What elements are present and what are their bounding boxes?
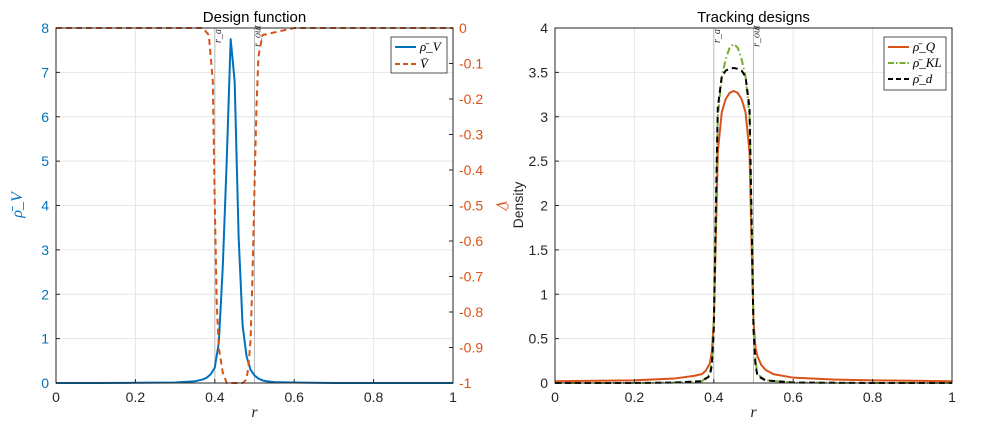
legend-box-left <box>390 36 448 74</box>
series-line-0 <box>554 90 953 383</box>
legend-label-rho-v: ρ̄_V <box>419 39 443 54</box>
x-tick-label: 0 <box>551 389 559 405</box>
x-ticks-right: 0 0.2 0.4 0.6 0.8 1 <box>551 379 956 405</box>
y-tick-label: 4 <box>41 198 49 214</box>
legend-left: ρ̄_V V̄ <box>390 36 448 74</box>
y-tick-label: 4 <box>540 20 548 36</box>
y-axis-label-left: ρ̄_V <box>9 190 26 219</box>
x-tick-label: 0.6 <box>783 389 803 405</box>
y-tick-label: 3.5 <box>529 64 549 80</box>
chart-title-left: Design function <box>203 9 306 26</box>
legend-label-rho-q: ρ̄_Q <box>912 39 936 54</box>
x-tick-label: 0.6 <box>284 389 304 405</box>
y-tick-label: 2 <box>41 286 49 302</box>
y-tick-label: 1 <box>41 331 49 347</box>
reference-line-label: r_out <box>253 25 264 47</box>
x-ticks-left: 0 0.2 0.4 0.6 0.8 1 <box>52 379 457 405</box>
y-right-tick-label: -1 <box>459 375 472 391</box>
y-right-tick-label: -0.1 <box>459 56 483 72</box>
y-right-tick-label: -0.6 <box>459 233 483 249</box>
y-tick-label: 2 <box>540 198 548 214</box>
reference-line-label: r_a <box>213 29 224 43</box>
x-tick-label: 1 <box>948 389 956 405</box>
y-tick-label: 2.5 <box>529 153 549 169</box>
y-tick-label: 1 <box>540 286 548 302</box>
chart-tracking-designs: r_a r_out 0 0.2 0.4 0.6 0.8 1 0 0.5 1 1.5 2 2.5 3 3.5… <box>510 9 956 421</box>
legend-box-right <box>883 36 947 91</box>
y-tick-label: 7 <box>41 64 49 80</box>
x-tick-label: 0.2 <box>126 389 146 405</box>
y-tick-label: 3 <box>41 242 49 258</box>
y-ticks-right: 0 0.5 1 1.5 2 2.5 3 3.5 4 <box>529 20 559 391</box>
chart-design-function: r_a r_out 0 0.2 0.4 0.6 0.8 1 0 1 2 3 4 5 6 7 8 0 -0.1 -… <box>9 9 509 421</box>
chart-title-right: Tracking designs <box>697 9 810 26</box>
legend-label-v: V̄ <box>420 56 430 71</box>
y-tick-label: 0 <box>540 375 548 391</box>
series-group-right <box>554 42 953 384</box>
y-tick-label: 0 <box>41 375 49 391</box>
x-tick-label: 1 <box>449 389 457 405</box>
y-right-tick-label: -0.7 <box>459 269 483 285</box>
y-right-tick-label: -0.9 <box>459 340 483 356</box>
y-right-tick-label: -0.4 <box>459 162 483 178</box>
y-ticks-right-axis: 0 -0.1 -0.2 -0.3 -0.4 -0.5 -0.6 -0.7 -0.8 -0.9 -1 <box>449 20 483 391</box>
y-right-tick-label: -0.5 <box>459 198 483 214</box>
x-axis-label-right: r <box>750 404 757 421</box>
x-tick-label: 0.2 <box>625 389 645 405</box>
y-axis-label-density: Density <box>510 182 526 229</box>
y-right-tick-label: -0.2 <box>459 91 483 107</box>
y-tick-label: 8 <box>41 20 49 36</box>
x-tick-label: 0.4 <box>205 389 225 405</box>
y-right-tick-label: -0.3 <box>459 127 483 143</box>
y-right-tick-label: -0.8 <box>459 304 483 320</box>
x-tick-label: 0.4 <box>704 389 724 405</box>
y-tick-label: 0.5 <box>529 331 549 347</box>
legend-right: ρ̄_Q ρ̄_KL ρ̄_d <box>883 36 947 91</box>
y-tick-label: 5 <box>41 153 49 169</box>
legend-label-rho-kl: ρ̄_KL <box>912 55 942 70</box>
x-tick-label: 0.8 <box>863 389 883 405</box>
y-tick-label: 3 <box>540 109 548 125</box>
y-tick-label: 6 <box>41 109 49 125</box>
series-line-0 <box>56 38 453 384</box>
y-right-tick-label: 0 <box>459 20 467 36</box>
y-tick-label: 1.5 <box>529 242 549 258</box>
x-tick-label: 0 <box>52 389 60 405</box>
reference-line-label: r_out <box>752 25 763 47</box>
y-axis-label-right: V̄ <box>492 200 509 212</box>
y-ticks-left: 0 1 2 3 4 5 6 7 8 <box>41 20 60 391</box>
series-line-2 <box>555 66 952 384</box>
legend-label-rho-d: ρ̄_d <box>912 71 933 86</box>
x-axis-label-left: r <box>251 404 258 421</box>
reference-line-label: r_a <box>712 29 723 43</box>
x-tick-label: 0.8 <box>364 389 384 405</box>
